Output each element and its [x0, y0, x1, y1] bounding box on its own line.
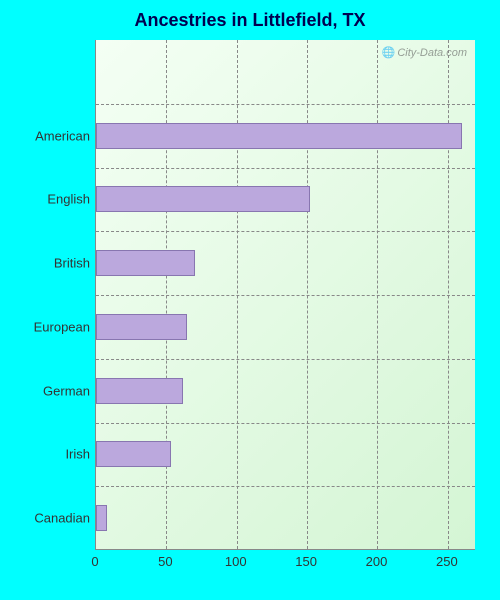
- chart-container: 🌐City-Data.com 0 50 100 150 200 250 American En…: [20, 40, 480, 580]
- chart-title: Ancestries in Littlefield, TX: [0, 0, 500, 31]
- bar: [96, 378, 183, 404]
- globe-icon: 🌐: [382, 46, 396, 59]
- y-tick-label: British: [20, 256, 90, 271]
- x-tick-label: 100: [225, 554, 247, 569]
- x-tick-label: 50: [158, 554, 172, 569]
- bar: [96, 250, 195, 276]
- y-tick-label: German: [20, 383, 90, 398]
- bar: [96, 123, 462, 149]
- watermark-text: City-Data.com: [397, 47, 467, 59]
- y-tick-label: Irish: [20, 447, 90, 462]
- gridline-h: [96, 295, 475, 296]
- gridline-h: [96, 359, 475, 360]
- x-tick-label: 150: [295, 554, 317, 569]
- bar: [96, 186, 310, 212]
- gridline-h: [96, 104, 475, 105]
- bar: [96, 441, 171, 467]
- gridline-h: [96, 168, 475, 169]
- y-tick-label: Canadian: [20, 511, 90, 526]
- y-tick-label: European: [20, 319, 90, 334]
- y-tick-label: English: [20, 192, 90, 207]
- y-tick-label: American: [20, 128, 90, 143]
- x-tick-label: 0: [91, 554, 98, 569]
- plot-area: 🌐City-Data.com: [95, 40, 475, 550]
- x-tick-label: 200: [366, 554, 388, 569]
- gridline-h: [96, 486, 475, 487]
- watermark: 🌐City-Data.com: [382, 46, 467, 59]
- x-tick-label: 250: [436, 554, 458, 569]
- bar: [96, 505, 107, 531]
- bar: [96, 314, 187, 340]
- gridline-h: [96, 231, 475, 232]
- gridline-h: [96, 423, 475, 424]
